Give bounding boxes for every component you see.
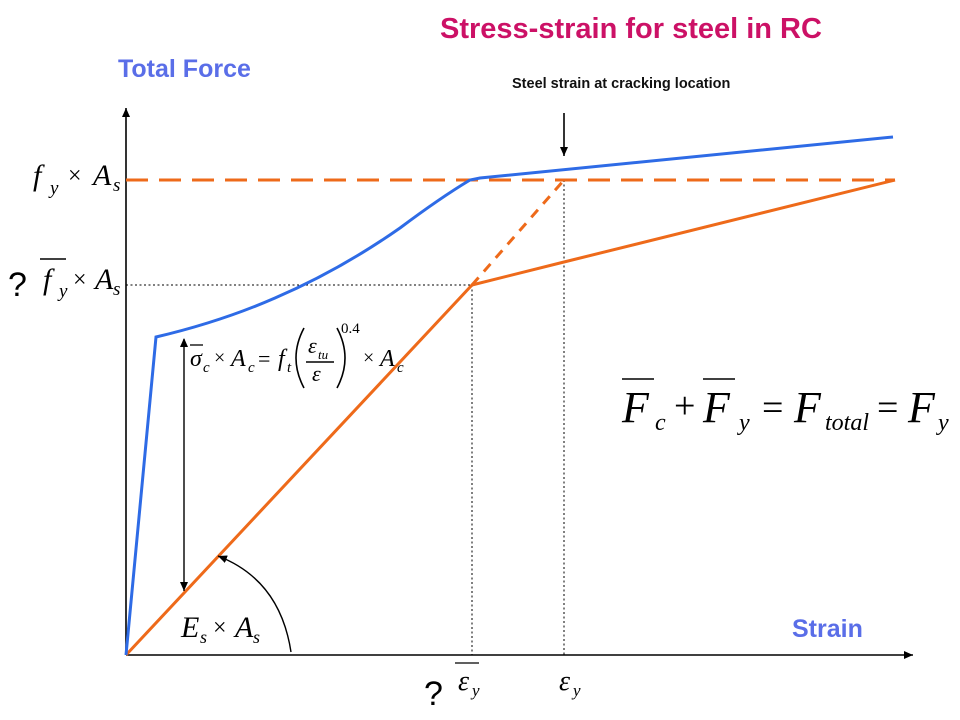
svg-text:y: y: [737, 410, 750, 436]
svg-text:tu: tu: [318, 347, 329, 362]
svg-text:y: y: [936, 410, 949, 436]
svg-text:s: s: [113, 279, 120, 300]
svg-text:×: ×: [68, 163, 82, 189]
svg-text:×: ×: [214, 347, 225, 369]
svg-text:c: c: [397, 360, 404, 376]
svg-text:ε: ε: [458, 666, 469, 697]
svg-text:t: t: [287, 360, 292, 376]
svg-text:A: A: [93, 263, 114, 296]
svg-text:=: =: [258, 346, 270, 371]
svg-text:F: F: [702, 383, 731, 432]
fy-times-as-label: f y × A s: [33, 159, 120, 199]
svg-text:+: +: [674, 385, 695, 427]
svg-text:×: ×: [213, 615, 227, 641]
svg-text:total: total: [825, 410, 869, 436]
svg-text:=: =: [877, 387, 898, 429]
fy-bar-question-mark: ?: [8, 266, 27, 304]
bare-bar-extension-dashed: [470, 179, 566, 286]
svg-text:y: y: [57, 281, 68, 302]
force-balance-equation: F c + F y = F total = F y: [621, 378, 949, 436]
svg-text:E: E: [180, 611, 199, 644]
svg-text:0.4: 0.4: [341, 321, 360, 337]
svg-text:c: c: [655, 410, 666, 436]
fy-bar-times-as-label: f y × A s: [40, 258, 120, 302]
concrete-stress-formula: σ c × A c = f t ε tu ε 0.4 × A c: [190, 321, 404, 389]
diagram-title: Stress-strain for steel in RC: [440, 13, 822, 45]
svg-text:A: A: [378, 346, 395, 372]
svg-text:=: =: [762, 387, 783, 429]
svg-text:c: c: [203, 360, 210, 376]
svg-text:A: A: [233, 611, 254, 644]
svg-text:A: A: [91, 159, 112, 192]
svg-text:×: ×: [363, 347, 374, 369]
svg-text:F: F: [621, 383, 650, 432]
svg-text:y: y: [48, 178, 59, 199]
es-times-as-label: E s × A s: [180, 611, 260, 647]
svg-text:ε: ε: [559, 666, 570, 697]
x-axis-label: Strain: [792, 615, 863, 643]
bare-bar-curve: [124, 178, 896, 657]
svg-text:s: s: [113, 175, 120, 196]
rc-steel-curve: [124, 135, 894, 656]
svg-text:×: ×: [73, 267, 87, 293]
eps-y-label: ε y: [559, 666, 581, 700]
svg-text:f: f: [278, 346, 288, 372]
svg-text:f: f: [33, 159, 45, 192]
svg-text:ε: ε: [308, 333, 317, 358]
svg-text:s: s: [200, 627, 207, 647]
crack-location-note: Steel strain at cracking location: [512, 76, 730, 92]
svg-text:y: y: [470, 681, 480, 700]
svg-text:F: F: [907, 383, 936, 432]
svg-text:F: F: [793, 383, 822, 432]
svg-text:ε: ε: [312, 361, 321, 386]
y-axis-label: Total Force: [118, 55, 251, 83]
slope-indicator-arrow: [217, 555, 292, 653]
svg-text:f: f: [43, 263, 55, 296]
svg-text:σ: σ: [190, 346, 203, 372]
svg-text:s: s: [253, 627, 260, 647]
eps-bar-y-label: ε y: [455, 662, 480, 700]
svg-text:c: c: [248, 360, 255, 376]
svg-text:A: A: [229, 346, 246, 372]
eps-bar-question-mark: ?: [424, 675, 443, 713]
svg-text:y: y: [571, 681, 581, 700]
